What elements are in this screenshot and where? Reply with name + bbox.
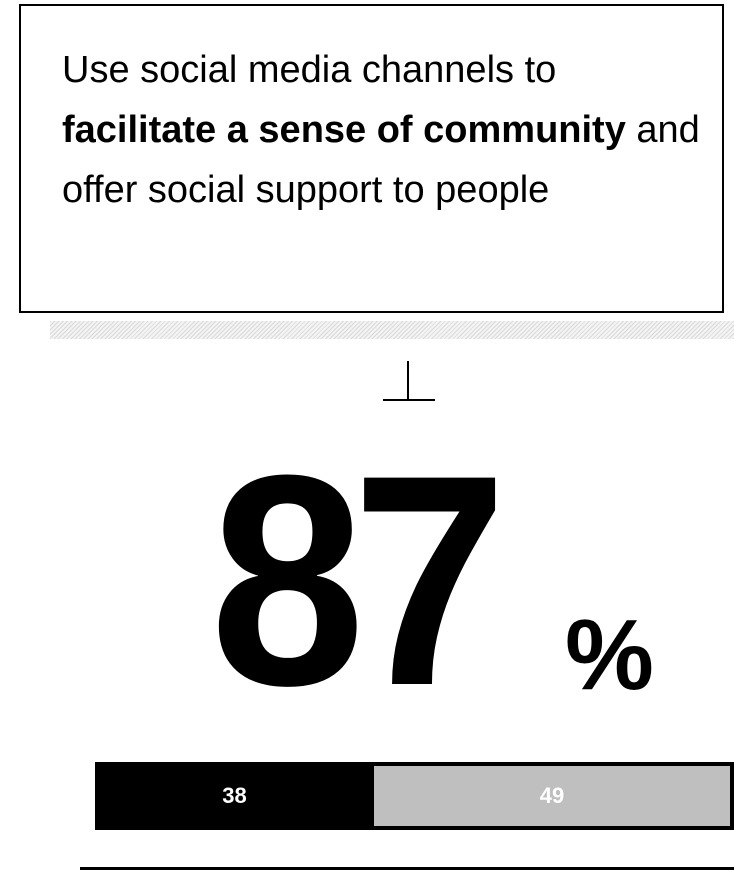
statement-line-1: Use social media channels to — [62, 49, 557, 91]
statement-text: Use social media channels to facilitate … — [62, 40, 702, 220]
statement-box — [19, 4, 724, 313]
statement-rest: and offer social support to people — [62, 109, 700, 211]
statement-emphasis: facilitate a sense of community — [62, 109, 626, 151]
bar-segment-1: 38 — [95, 762, 374, 830]
bar-segment-label-2: 49 — [539, 783, 565, 808]
headline-unit: % — [565, 599, 654, 711]
bar-segment-label-1: 38 — [222, 783, 247, 808]
connector-vertical — [407, 361, 409, 399]
box-shadow-hatch — [50, 321, 734, 339]
connector-horizontal — [383, 399, 435, 401]
headline-value: 87 — [210, 412, 507, 748]
baseline-rule — [80, 867, 734, 870]
stacked-bar: 38 49 — [95, 762, 734, 830]
bar-segment-2: 49 — [374, 762, 734, 830]
connector-line — [383, 361, 435, 401]
